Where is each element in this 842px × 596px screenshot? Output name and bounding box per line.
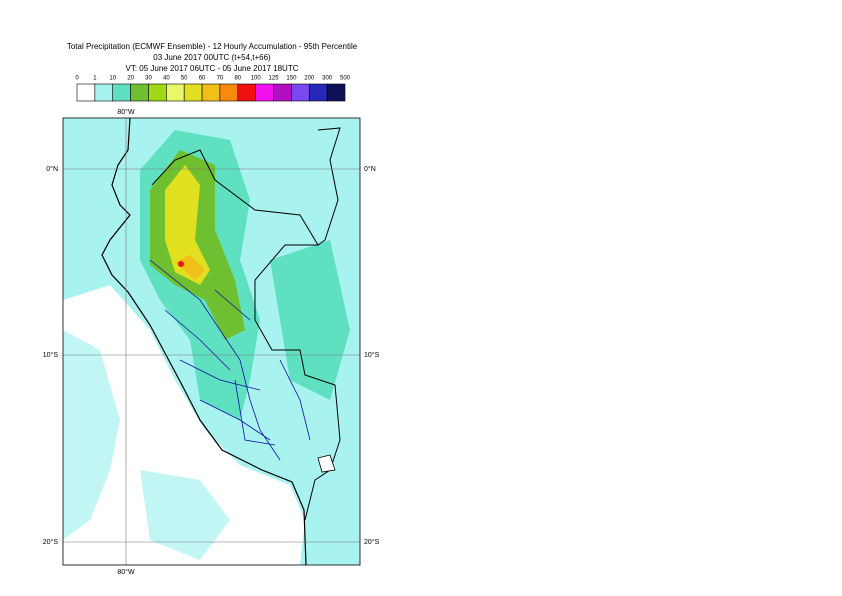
legend-label: 125 xyxy=(269,76,280,82)
legend-swatch xyxy=(326,83,346,102)
legend-label: 100 xyxy=(251,76,262,82)
legend-swatch xyxy=(76,83,96,102)
lat-label: 0°N xyxy=(364,165,376,173)
legend-label: 150 xyxy=(286,76,297,82)
legend-swatch xyxy=(201,83,221,102)
legend-label: 300 xyxy=(322,76,333,82)
legend-swatch xyxy=(255,83,274,102)
legend-label: 200 xyxy=(304,76,315,82)
legend-swatch xyxy=(94,83,114,102)
axis-labels: 80°W 80°W 0°N 0°N 10°S 10°S 20°S 20°S xyxy=(43,108,380,576)
legend-label: 1 xyxy=(93,76,97,82)
map-field xyxy=(63,118,360,565)
legend-swatch xyxy=(148,83,167,102)
region-borders xyxy=(149,259,311,461)
coastline xyxy=(101,118,307,565)
legend-swatch xyxy=(237,83,256,102)
legend-swatch xyxy=(112,83,131,102)
legend-label: 70 xyxy=(217,76,224,82)
legend-label: 20 xyxy=(127,76,134,82)
legend-swatch xyxy=(308,83,328,102)
lat-label: 20°S xyxy=(43,538,59,546)
legend-swatch xyxy=(291,83,310,102)
legend-label: 30 xyxy=(145,76,152,82)
lat-label: 0°N xyxy=(46,165,58,173)
title-line: VT: 05 June 2017 06UTC - 05 June 2017 18… xyxy=(126,64,299,73)
lon-label: 80°W xyxy=(117,108,135,116)
very-heavy-rain xyxy=(165,165,210,285)
legend-swatch xyxy=(166,83,185,102)
title-line: Total Precipitation (ECMWF Ensemble) - 1… xyxy=(67,42,358,51)
legend: 0 1 10 20 30 40 50 60 70 80 100 125 150 200 300 500 xyxy=(75,76,351,102)
title-line: 03 June 2017 00UTC (t+54,t+66) xyxy=(153,53,271,62)
legend-label: 80 xyxy=(234,76,241,82)
legend-swatch xyxy=(183,83,203,102)
legend-swatch xyxy=(219,83,239,102)
max-rain xyxy=(178,261,184,267)
ocean-showers xyxy=(63,330,230,560)
lake xyxy=(317,454,336,473)
map-frame xyxy=(62,117,361,566)
lat-label: 10°S xyxy=(43,351,59,359)
extreme-rain xyxy=(175,255,205,280)
legend-swatch xyxy=(273,83,292,102)
country-border xyxy=(317,127,341,246)
legend-swatch xyxy=(130,83,149,102)
legend-label: 60 xyxy=(199,76,206,82)
graticule xyxy=(62,117,361,566)
legend-label: 0 xyxy=(75,76,79,82)
legend-label: 50 xyxy=(181,76,188,82)
legend-label: 10 xyxy=(109,76,116,82)
legend-label: 500 xyxy=(340,76,351,82)
legend-label: 40 xyxy=(163,76,170,82)
lat-label: 10°S xyxy=(364,351,380,359)
title-block: Total Precipitation (ECMWF Ensemble) - 1… xyxy=(67,42,358,73)
lat-label: 20°S xyxy=(364,538,380,546)
lon-label: 80°W xyxy=(117,568,135,576)
